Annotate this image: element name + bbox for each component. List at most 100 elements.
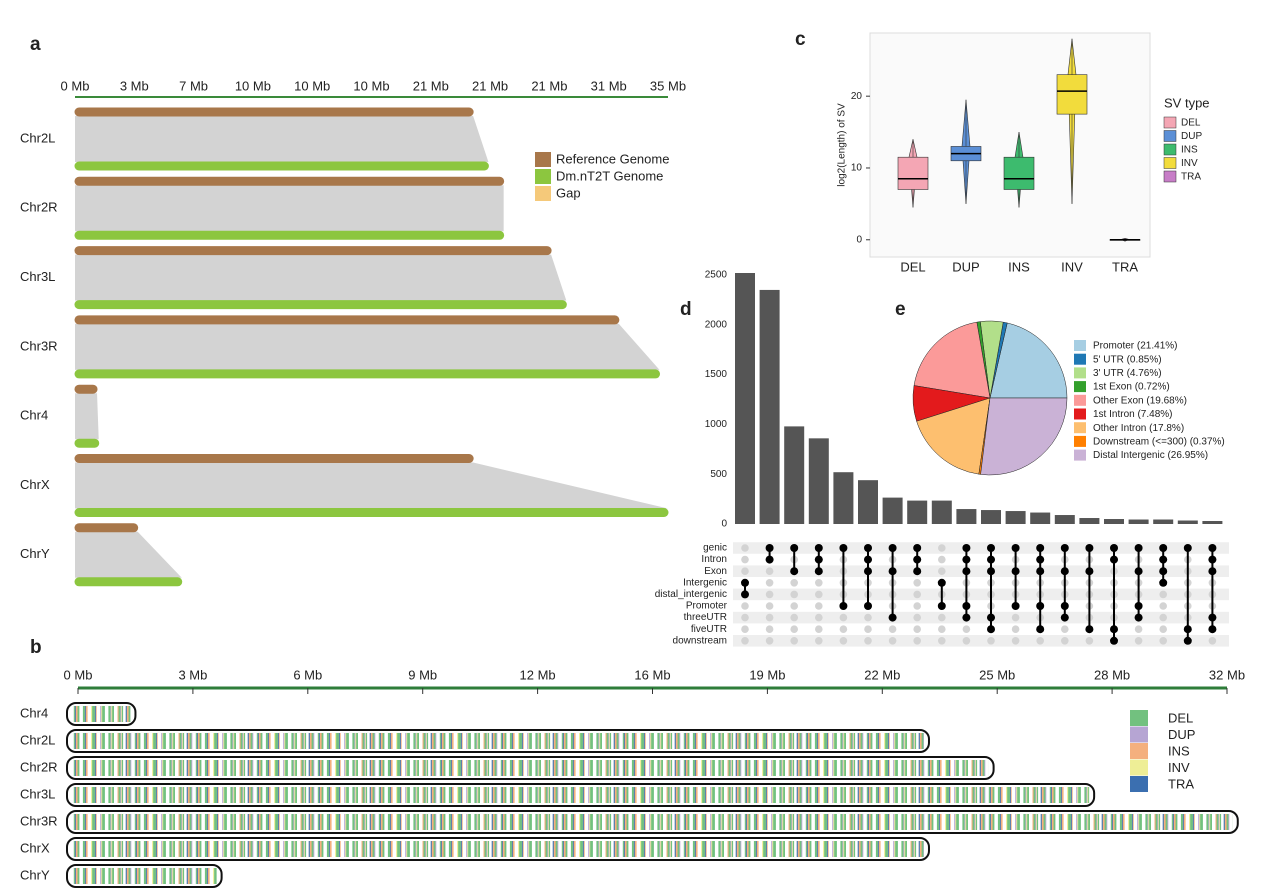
legend-swatch bbox=[1130, 743, 1148, 759]
legend-swatch bbox=[1163, 130, 1177, 142]
sv-density bbox=[72, 868, 217, 884]
empty-dot bbox=[790, 579, 798, 587]
matrix-band bbox=[733, 565, 1229, 577]
x-tick-label: INS bbox=[1008, 259, 1030, 274]
chromosome-label: Chr4 bbox=[20, 408, 48, 423]
empty-dot bbox=[913, 637, 921, 645]
member-dot bbox=[1011, 602, 1020, 610]
x-tick-label: 10 Mb bbox=[294, 78, 330, 93]
legend-label: 1st Intron (7.48%) bbox=[1093, 409, 1172, 420]
x-tick-label: 35 Mb bbox=[650, 78, 686, 93]
empty-dot bbox=[839, 625, 848, 633]
member-dot bbox=[839, 544, 848, 552]
y-tick-label: 20 bbox=[851, 91, 863, 102]
y-tick-label: 500 bbox=[710, 469, 727, 480]
sv-density bbox=[72, 814, 1233, 830]
bar bbox=[759, 289, 780, 524]
member-dot bbox=[937, 602, 946, 610]
empty-dot bbox=[790, 590, 798, 599]
member-dot bbox=[765, 555, 774, 564]
bar bbox=[1128, 519, 1149, 524]
legend-label: 5' UTR (0.85%) bbox=[1093, 354, 1162, 365]
empty-dot bbox=[1159, 590, 1167, 599]
legend-swatch bbox=[1130, 726, 1148, 743]
panel-label: e bbox=[895, 299, 906, 320]
x-tick-label: 3 Mb bbox=[120, 78, 149, 93]
legend-label: DUP bbox=[1168, 727, 1195, 742]
member-dot bbox=[1110, 625, 1118, 634]
member-dot bbox=[1159, 544, 1168, 552]
set-label: distal_intergenic bbox=[655, 589, 727, 600]
matrix-band bbox=[733, 542, 1229, 554]
legend-swatch bbox=[1163, 116, 1177, 129]
member-dot bbox=[1134, 544, 1143, 552]
legend-label: 3' UTR (4.76%) bbox=[1093, 368, 1162, 379]
x-tick-label: 10 Mb bbox=[353, 78, 389, 93]
empty-dot bbox=[938, 555, 946, 564]
legend-swatch bbox=[1130, 759, 1148, 776]
empty-dot bbox=[741, 625, 749, 633]
empty-dot bbox=[815, 602, 823, 610]
member-dot bbox=[913, 544, 922, 552]
x-tick-label: 21 Mb bbox=[413, 78, 449, 93]
empty-dot bbox=[790, 625, 798, 633]
matrix-band bbox=[733, 588, 1229, 601]
member-dot bbox=[814, 567, 823, 576]
synteny-ribbon bbox=[75, 393, 99, 440]
legend-label: Gap bbox=[556, 185, 581, 200]
empty-dot bbox=[741, 637, 749, 645]
chromosome-label: Chr3L bbox=[20, 786, 55, 801]
member-dot bbox=[987, 567, 995, 576]
chromosome-label: Chr3R bbox=[20, 338, 58, 353]
x-tick-label: 25 Mb bbox=[979, 667, 1015, 682]
member-dot bbox=[987, 555, 995, 564]
box bbox=[1003, 156, 1035, 190]
legend-label: INV bbox=[1181, 158, 1198, 169]
member-dot bbox=[987, 613, 995, 622]
set-label: downstream bbox=[673, 635, 727, 646]
sv-density bbox=[72, 787, 1090, 803]
bar bbox=[882, 497, 903, 524]
member-dot bbox=[913, 555, 922, 564]
legend-swatch bbox=[1163, 157, 1177, 169]
bar bbox=[1054, 515, 1075, 524]
x-tick-label: 19 Mb bbox=[749, 667, 785, 682]
y-tick-label: 1500 bbox=[705, 369, 728, 380]
empty-dot bbox=[815, 590, 823, 599]
empty-dot bbox=[913, 602, 921, 610]
legend-swatch bbox=[1074, 381, 1086, 393]
chromosome-label: ChrY bbox=[20, 546, 50, 561]
member-dot bbox=[814, 555, 823, 564]
plot-area bbox=[869, 32, 1151, 258]
x-tick-label: 0 Mb bbox=[61, 78, 90, 93]
empty-dot bbox=[913, 579, 921, 587]
legend-label: DEL bbox=[1168, 710, 1193, 725]
empty-dot bbox=[864, 613, 872, 622]
x-tick-label: TRA bbox=[1112, 259, 1138, 274]
chromosome-label: Chr4 bbox=[20, 705, 48, 720]
member-dot bbox=[741, 590, 749, 599]
member-dot bbox=[765, 544, 774, 552]
member-dot bbox=[1036, 544, 1045, 552]
member-dot bbox=[1208, 613, 1217, 622]
member-dot bbox=[1134, 613, 1143, 622]
empty-dot bbox=[741, 555, 749, 564]
x-tick-label: DUP bbox=[952, 259, 979, 274]
empty-dot bbox=[1159, 613, 1167, 622]
bar bbox=[1005, 511, 1026, 524]
chromosome-label: ChrY bbox=[20, 867, 50, 882]
bar bbox=[981, 510, 1001, 524]
empty-dot bbox=[888, 625, 897, 633]
x-tick-label: 10 Mb bbox=[235, 78, 271, 93]
synteny-ribbon bbox=[75, 185, 504, 232]
empty-dot bbox=[1134, 625, 1143, 633]
member-dot bbox=[888, 544, 897, 552]
matrix-band bbox=[733, 635, 1229, 647]
y-tick-label: 10 bbox=[851, 163, 863, 174]
x-tick-label: 21 Mb bbox=[531, 78, 567, 93]
empty-dot bbox=[790, 637, 798, 645]
x-tick-label: 32 Mb bbox=[1209, 667, 1245, 682]
panel-label: c bbox=[795, 29, 806, 50]
member-dot bbox=[1060, 567, 1069, 576]
